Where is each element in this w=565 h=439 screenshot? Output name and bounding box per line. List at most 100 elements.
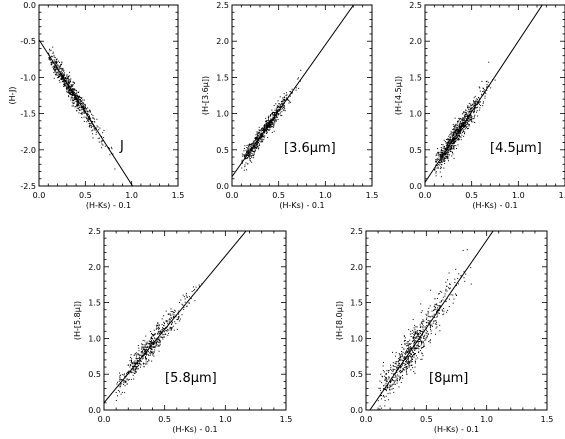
data-point bbox=[409, 346, 411, 348]
data-point bbox=[469, 110, 471, 112]
data-point bbox=[451, 144, 453, 146]
data-point bbox=[70, 86, 72, 88]
x-axis-label: (H-Ks) - 0.1 bbox=[434, 425, 479, 434]
data-point bbox=[133, 354, 135, 356]
data-point bbox=[136, 354, 138, 356]
data-point bbox=[414, 348, 416, 350]
data-point bbox=[438, 157, 440, 159]
data-point bbox=[467, 123, 469, 125]
data-point bbox=[148, 343, 150, 345]
data-point bbox=[88, 118, 90, 120]
data-point bbox=[146, 363, 148, 365]
data-point bbox=[73, 92, 75, 94]
data-point bbox=[408, 329, 410, 331]
y-axis-label: (H-[3.6μ]) bbox=[201, 76, 210, 115]
data-point bbox=[395, 376, 397, 378]
data-point bbox=[416, 334, 418, 336]
data-point bbox=[469, 115, 471, 117]
data-point bbox=[146, 345, 148, 347]
data-point bbox=[452, 153, 454, 155]
data-point bbox=[71, 91, 73, 93]
data-point bbox=[153, 352, 155, 354]
y-tick-label: 1.5 bbox=[88, 299, 101, 308]
data-point bbox=[410, 330, 412, 332]
data-point bbox=[395, 363, 397, 365]
data-point bbox=[404, 352, 406, 354]
data-point bbox=[456, 138, 458, 140]
data-point bbox=[149, 354, 151, 356]
data-point bbox=[256, 146, 258, 148]
data-point bbox=[473, 109, 475, 111]
data-point bbox=[151, 332, 153, 334]
data-point bbox=[381, 407, 383, 409]
data-point bbox=[76, 107, 78, 109]
data-point bbox=[391, 388, 393, 390]
data-point bbox=[265, 121, 267, 123]
data-point bbox=[413, 354, 415, 356]
data-point bbox=[461, 124, 463, 126]
data-point bbox=[246, 157, 248, 159]
data-point bbox=[384, 375, 386, 377]
data-point bbox=[283, 106, 285, 108]
data-point bbox=[396, 379, 398, 381]
data-point bbox=[150, 337, 152, 339]
data-point bbox=[170, 315, 172, 317]
data-point bbox=[150, 340, 152, 342]
data-point bbox=[276, 119, 278, 121]
data-point bbox=[277, 119, 279, 121]
data-point bbox=[479, 107, 481, 109]
data-point bbox=[273, 130, 275, 132]
data-point bbox=[138, 364, 139, 366]
data-point bbox=[158, 341, 160, 343]
data-point bbox=[405, 353, 407, 355]
data-point bbox=[266, 128, 268, 130]
data-point bbox=[149, 342, 151, 344]
data-point bbox=[414, 332, 416, 334]
data-point bbox=[391, 385, 393, 387]
data-point bbox=[413, 356, 415, 358]
data-point bbox=[281, 100, 283, 102]
data-point bbox=[246, 147, 248, 149]
data-point bbox=[71, 101, 73, 103]
data-point bbox=[452, 123, 454, 125]
data-point bbox=[72, 91, 74, 93]
data-point bbox=[470, 108, 472, 110]
data-point bbox=[78, 96, 80, 98]
data-point bbox=[80, 107, 82, 109]
data-point bbox=[453, 131, 455, 133]
data-point bbox=[102, 132, 104, 134]
data-point bbox=[165, 326, 167, 328]
data-point bbox=[277, 105, 279, 107]
data-point bbox=[169, 319, 171, 321]
data-point bbox=[447, 149, 449, 151]
data-point bbox=[54, 57, 56, 59]
data-point bbox=[276, 115, 278, 117]
data-point bbox=[257, 135, 259, 137]
data-point bbox=[445, 156, 447, 158]
data-point bbox=[297, 78, 299, 80]
data-point bbox=[135, 370, 137, 372]
data-point bbox=[443, 160, 445, 162]
data-point bbox=[453, 145, 455, 147]
data-point bbox=[399, 369, 401, 371]
data-point bbox=[92, 137, 94, 139]
data-point bbox=[256, 138, 258, 140]
data-point bbox=[428, 321, 430, 323]
data-point bbox=[138, 357, 140, 359]
data-point bbox=[63, 77, 65, 79]
data-point bbox=[482, 87, 484, 89]
data-point bbox=[67, 76, 69, 78]
data-point bbox=[130, 378, 132, 380]
data-point bbox=[49, 57, 51, 59]
data-point bbox=[433, 320, 435, 322]
data-point bbox=[406, 350, 408, 352]
data-point bbox=[262, 135, 264, 137]
data-point bbox=[167, 329, 169, 331]
data-point bbox=[428, 311, 430, 313]
data-point bbox=[137, 365, 139, 367]
data-point bbox=[132, 363, 134, 365]
data-point bbox=[421, 352, 423, 354]
data-point bbox=[77, 103, 79, 105]
data-point bbox=[114, 168, 116, 170]
data-point bbox=[77, 92, 79, 94]
